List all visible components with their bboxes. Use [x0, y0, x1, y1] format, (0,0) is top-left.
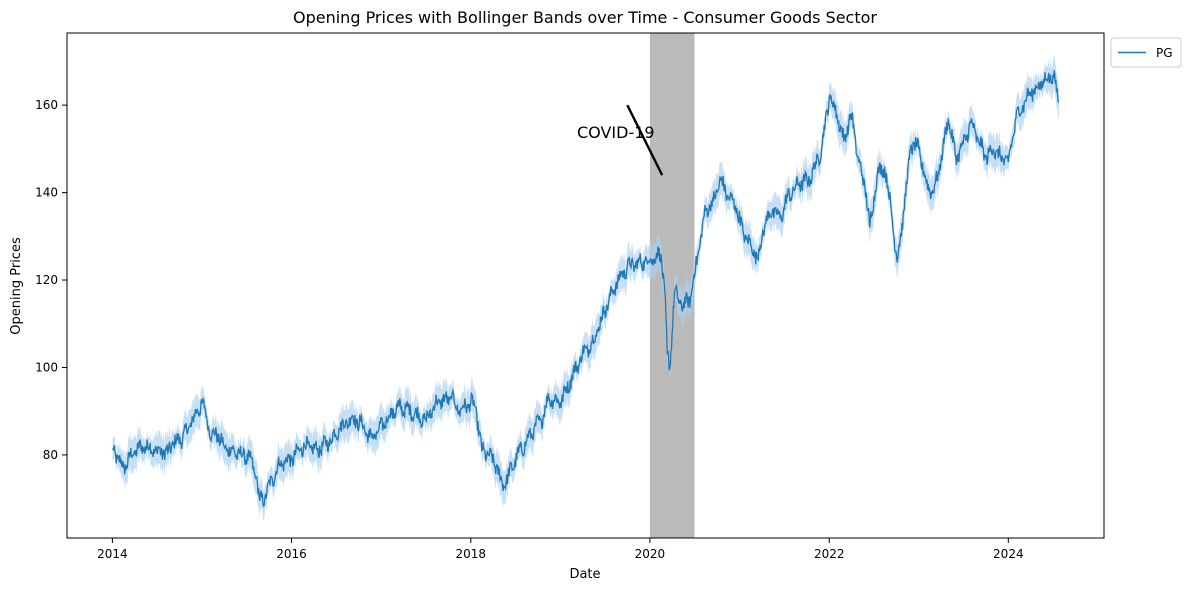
series-line-pg: [112, 70, 1060, 508]
annotation-arrow-line: [626, 104, 664, 176]
plot-frame: [66, 32, 1105, 539]
legend: PG: [1110, 37, 1182, 68]
chart-title: Opening Prices with Bollinger Bands over…: [293, 8, 877, 27]
y-tick-label: 160: [35, 98, 58, 112]
x-tick-label: 2020: [635, 547, 666, 561]
x-axis: 2014 2016 2018 2020 2022 2024: [97, 538, 1024, 561]
y-tick-label: 80: [43, 448, 58, 462]
y-axis: 80 100 120 140 160: [35, 98, 67, 462]
y-tick-label: 100: [35, 360, 58, 374]
legend-label: PG: [1156, 46, 1173, 60]
x-tick-label: 2016: [276, 547, 307, 561]
shaded-region: [649, 33, 695, 538]
x-tick-label: 2018: [456, 547, 487, 561]
line-layer: [112, 70, 1060, 508]
y-axis-title: Opening Prices: [9, 237, 24, 335]
x-axis-title: Date: [569, 567, 600, 582]
shade-layer: [649, 33, 695, 538]
y-tick-label: 120: [35, 273, 58, 287]
y-tick-label: 140: [35, 186, 58, 200]
annotation-text: COVID-19: [577, 123, 655, 142]
annotation: COVID-19: [577, 104, 664, 176]
x-tick-label: 2014: [97, 547, 128, 561]
x-tick-label: 2024: [993, 547, 1024, 561]
x-tick-label: 2022: [814, 547, 845, 561]
